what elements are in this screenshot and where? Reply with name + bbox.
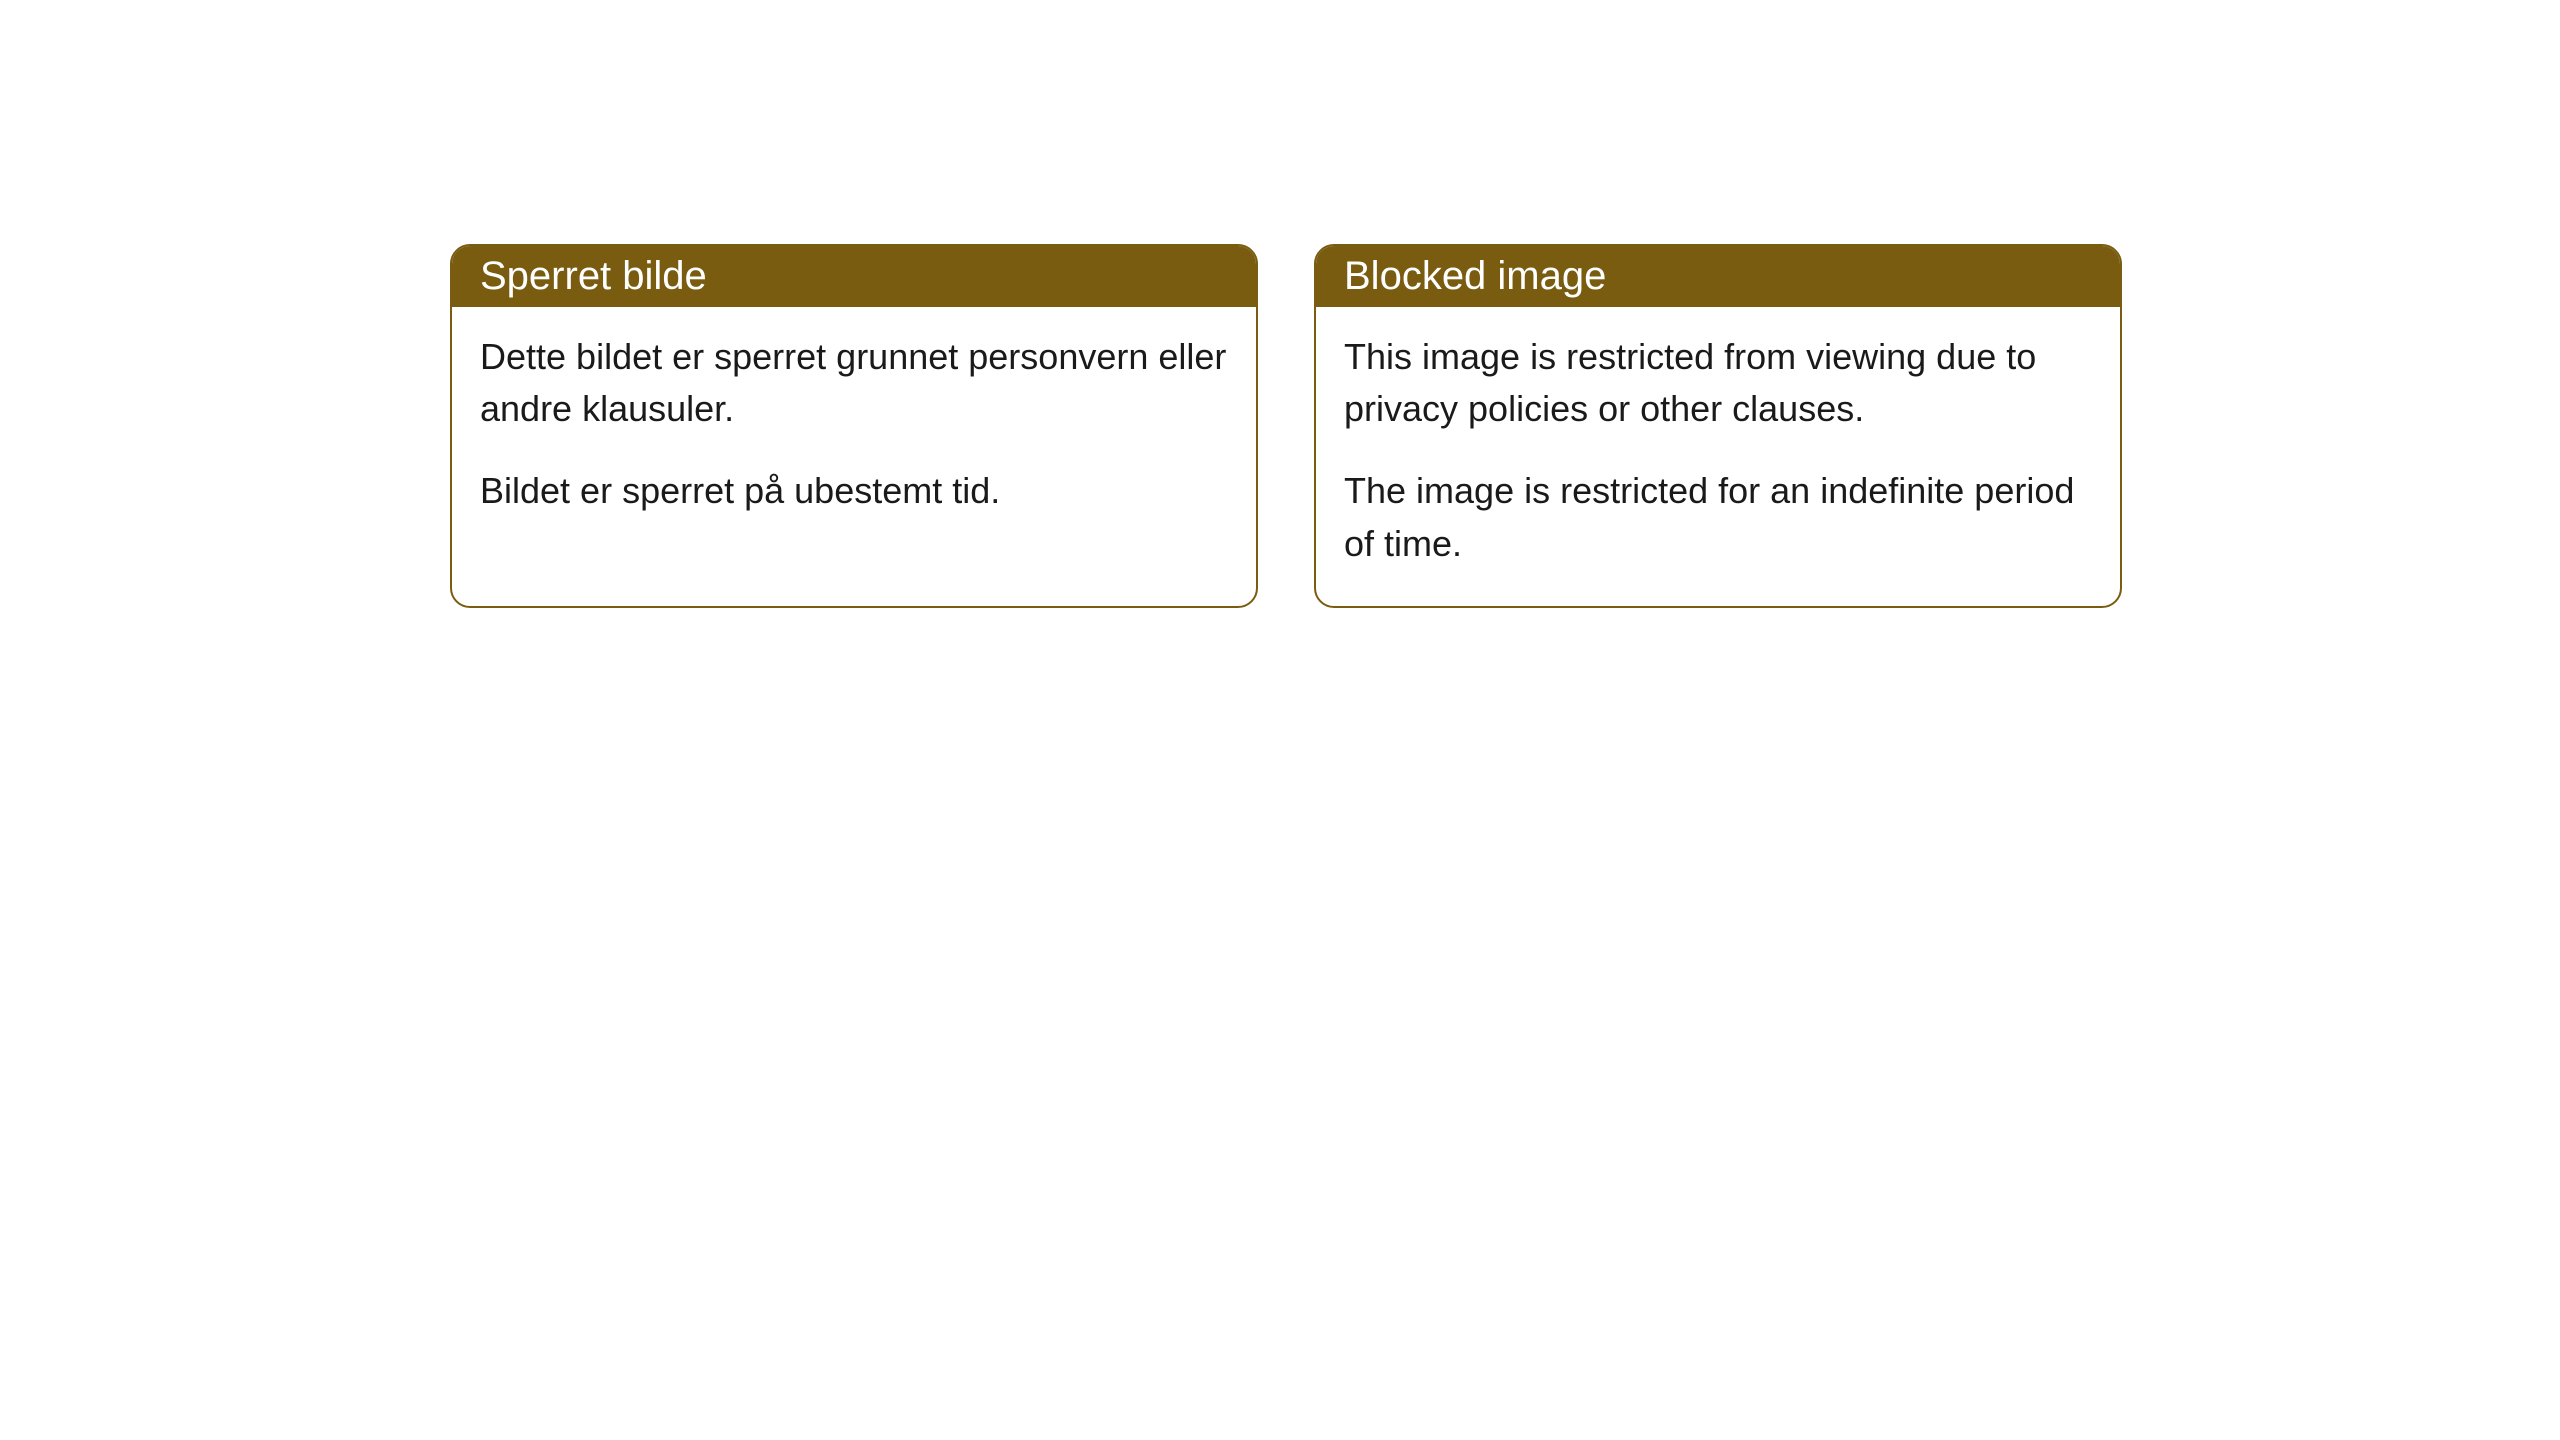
card-header-norwegian: Sperret bilde <box>452 246 1256 307</box>
card-paragraph-2: Bildet er sperret på ubestemt tid. <box>480 465 1228 517</box>
card-paragraph-1: Dette bildet er sperret grunnet personve… <box>480 331 1228 435</box>
card-paragraph-2: The image is restricted for an indefinit… <box>1344 465 2092 569</box>
card-english: Blocked image This image is restricted f… <box>1314 244 2122 608</box>
card-header-english: Blocked image <box>1316 246 2120 307</box>
cards-container: Sperret bilde Dette bildet er sperret gr… <box>450 244 2122 608</box>
card-body-english: This image is restricted from viewing du… <box>1316 307 2120 606</box>
card-body-norwegian: Dette bildet er sperret grunnet personve… <box>452 307 1256 554</box>
card-norwegian: Sperret bilde Dette bildet er sperret gr… <box>450 244 1258 608</box>
card-title: Blocked image <box>1344 254 1606 298</box>
card-paragraph-1: This image is restricted from viewing du… <box>1344 331 2092 435</box>
card-title: Sperret bilde <box>480 254 707 298</box>
